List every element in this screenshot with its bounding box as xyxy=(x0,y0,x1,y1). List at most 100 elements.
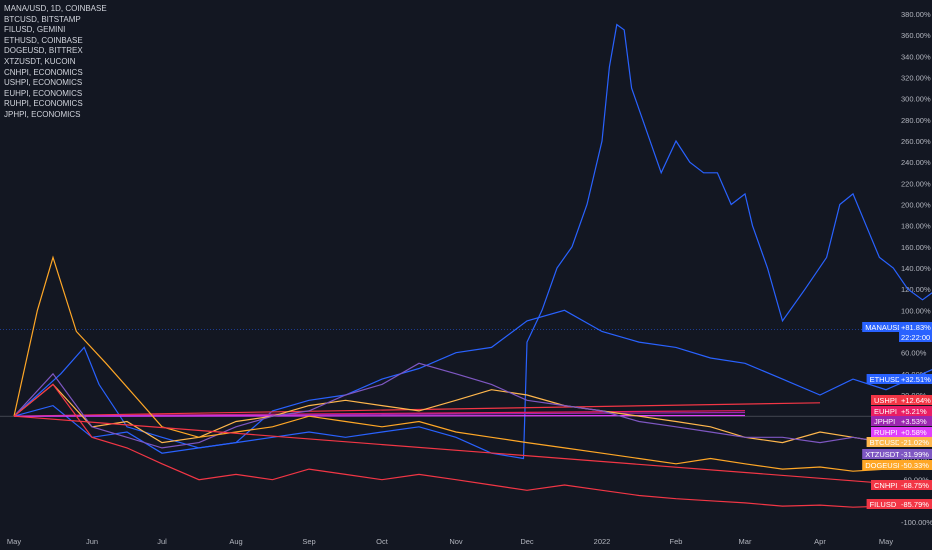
tag-name: FILUSD xyxy=(870,500,897,509)
legend-symbol[interactable]: BTCUSD, BITSTAMP xyxy=(4,14,81,24)
y-tick-label: 180.00% xyxy=(901,222,931,231)
legend-symbol[interactable]: USHPI, ECONOMICS xyxy=(4,78,83,88)
y-tick-label: 200.00% xyxy=(901,201,931,210)
legend-symbol[interactable]: EUHPI, ECONOMICS xyxy=(4,88,83,98)
tag-value-bg xyxy=(899,322,932,342)
tag-value: -21.02% xyxy=(901,438,929,447)
tag-name: EUHPI xyxy=(874,407,897,416)
series-tag-xtzusdt: XTZUSDT -31.99% xyxy=(862,449,932,459)
legend-symbol[interactable]: CNHPI, ECONOMICS xyxy=(4,67,83,77)
x-tick-label: Nov xyxy=(449,537,463,546)
x-tick-label: Mar xyxy=(739,537,752,546)
legend-symbol[interactable]: FILUSD, GEMINI xyxy=(4,25,66,35)
series-tag-manausd: MANAUSD+81.83%22:22:00 xyxy=(862,322,932,342)
tag-name-bg xyxy=(866,499,899,509)
x-tick-label: Jun xyxy=(86,537,98,546)
tag-extra: 22:22:00 xyxy=(901,333,930,342)
y-tick-label: 380.00% xyxy=(901,10,931,19)
series-tag-ruhpi: RUHPI +0.58% xyxy=(871,427,932,437)
x-tick-label: 2022 xyxy=(594,537,611,546)
symbol-legend: MANA/USD, 1D, COINBASE BTCUSD, BITSTAMP FI… xyxy=(4,4,107,121)
tag-value: +5.21% xyxy=(901,407,927,416)
tag-name: ETHUSD xyxy=(870,375,901,384)
series-line-dogeusd[interactable] xyxy=(13,255,932,472)
x-tick-label: May xyxy=(7,537,21,546)
tag-name: RUHPI xyxy=(874,428,897,437)
series-line-filusd[interactable] xyxy=(13,383,932,508)
tag-value: +0.58% xyxy=(901,428,927,437)
y-tick-label: 340.00% xyxy=(901,52,931,61)
tag-name-bg xyxy=(866,437,899,447)
tag-value-bg xyxy=(899,499,932,509)
x-tick-label: May xyxy=(879,537,893,546)
tag-value-bg xyxy=(899,449,932,459)
tag-name: JPHPI xyxy=(874,417,895,426)
y-tick-label: 140.00% xyxy=(901,264,931,273)
tag-name: CNHPI xyxy=(874,481,897,490)
y-tick-label: 100.00% xyxy=(901,306,931,315)
tag-value-bg xyxy=(899,416,932,426)
x-tick-label: Aug xyxy=(229,537,242,546)
tag-name-bg xyxy=(871,480,899,490)
series-tag-btcusd: BTCUSD -21.02% xyxy=(866,437,932,447)
tag-name-bg xyxy=(871,416,899,426)
tag-value-bg xyxy=(899,374,932,384)
tag-value: -50.33% xyxy=(901,461,929,470)
series-tag-ethusd: ETHUSD +32.51% xyxy=(866,374,932,384)
tag-name-bg xyxy=(866,374,899,384)
y-tick-label: 260.00% xyxy=(901,137,931,146)
tag-value: +81.83% xyxy=(901,323,931,332)
x-tick-label: Oct xyxy=(376,537,389,546)
y-tick-label: -100.00% xyxy=(901,518,932,527)
series-tag-ushpi: USHPI +12.64% xyxy=(871,395,932,405)
tag-name-bg xyxy=(871,427,899,437)
y-tick-label: 360.00% xyxy=(901,31,931,40)
series-line-xtzusdt[interactable] xyxy=(13,362,932,450)
tag-name-bg xyxy=(862,460,899,470)
series-line-ushpi[interactable] xyxy=(13,402,821,417)
tag-name: BTCUSD xyxy=(870,438,901,447)
tag-name: DOGEUSD xyxy=(865,461,904,470)
tag-value: -85.79% xyxy=(901,500,929,509)
tag-name: USHPI xyxy=(874,396,897,405)
series-line-ethusd[interactable] xyxy=(13,309,932,454)
tag-name-bg xyxy=(862,322,899,332)
y-tick-label: 120.00% xyxy=(901,285,931,294)
tag-value: -68.75% xyxy=(901,481,929,490)
y-tick-label: 60.00% xyxy=(901,349,927,358)
legend-symbol[interactable]: MANA/USD, 1D, COINBASE xyxy=(4,4,107,13)
series-line-manausd[interactable] xyxy=(13,23,932,460)
series-line-cnhpi[interactable] xyxy=(13,415,932,489)
tag-name: MANAUSD xyxy=(865,323,903,332)
legend-symbol[interactable]: RUHPI, ECONOMICS xyxy=(4,99,83,109)
x-tick-label: Sep xyxy=(302,537,315,546)
series-tag-jphpi: JPHPI +3.53% xyxy=(871,416,932,426)
tag-value: +32.51% xyxy=(901,375,931,384)
x-tick-label: Feb xyxy=(670,537,683,546)
series-line-ruhpi[interactable] xyxy=(13,414,746,417)
legend-symbol[interactable]: DOGEUSD, BITTREX xyxy=(4,46,83,56)
tag-value-bg xyxy=(899,460,932,470)
tag-value: +3.53% xyxy=(901,417,927,426)
tag-value-bg xyxy=(899,480,932,490)
tag-name: XTZUSDT xyxy=(865,450,900,459)
y-tick-label: 300.00% xyxy=(901,95,931,104)
x-tick-label: Apr xyxy=(814,537,826,546)
tag-name-bg xyxy=(871,395,899,405)
legend-symbol[interactable]: XTZUSDT, KUCOIN xyxy=(4,56,76,66)
series-tag-cnhpi: CNHPI -68.75% xyxy=(871,480,932,490)
series-tag-dogeusd: DOGEUSD-50.33% xyxy=(862,460,932,470)
y-tick-label: 220.00% xyxy=(901,179,931,188)
tag-name-bg xyxy=(871,406,899,416)
tag-value-bg xyxy=(899,427,932,437)
tag-name-bg xyxy=(862,449,899,459)
y-tick-label: 320.00% xyxy=(901,74,931,83)
tag-value: -31.99% xyxy=(901,450,929,459)
y-tick-label: 240.00% xyxy=(901,158,931,167)
x-tick-label: Dec xyxy=(520,537,534,546)
legend-symbol[interactable]: ETHUSD, COINBASE xyxy=(4,35,83,45)
tag-value: +12.64% xyxy=(901,396,931,405)
series-tag-filusd: FILUSD -85.79% xyxy=(866,499,932,509)
legend-symbol[interactable]: JPHPI, ECONOMICS xyxy=(4,109,81,119)
